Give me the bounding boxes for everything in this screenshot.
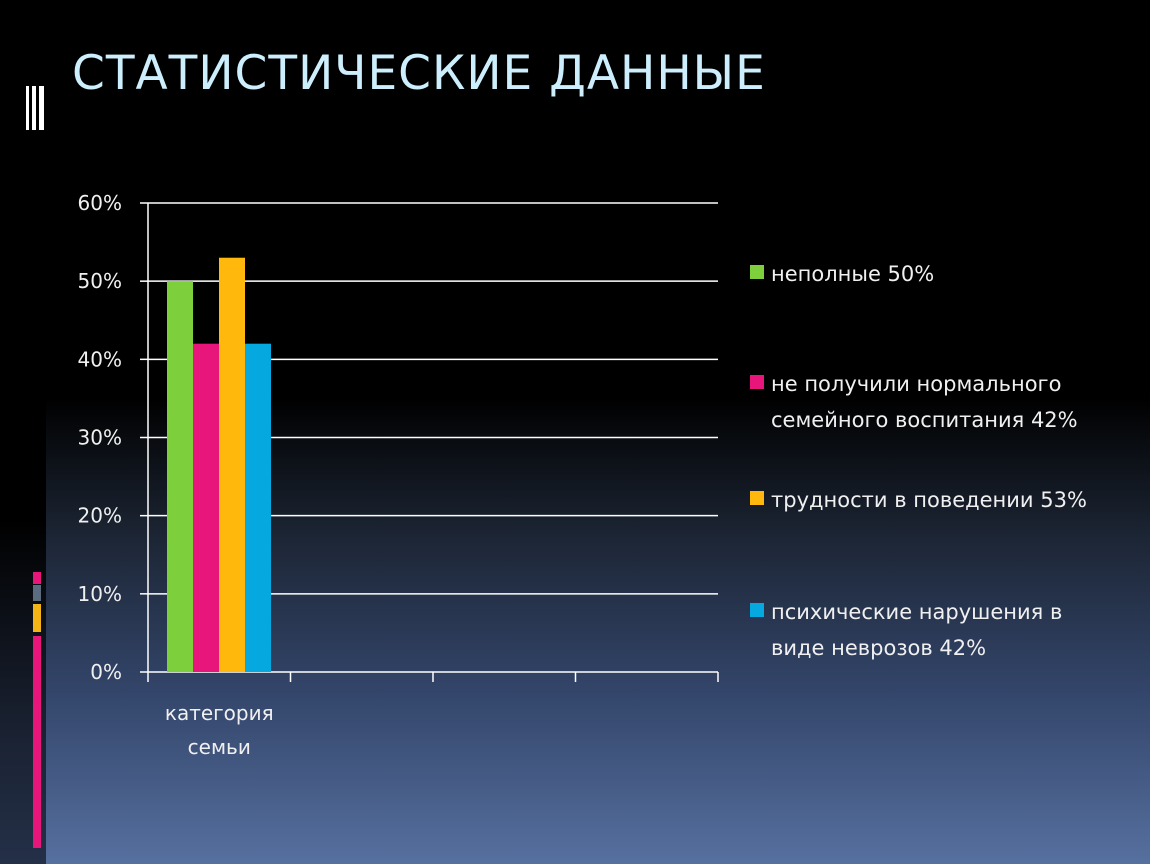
y-tick-label-0: 0% [90,660,122,684]
x-category-label-1: семьи [188,735,251,759]
slide-title: СТАТИСТИЧЕСКИЕ ДАННЫЕ [72,46,766,101]
y-tick-label-6: 60% [78,191,122,215]
bar-1 [167,281,193,672]
deco-block-pink [33,572,41,584]
legend-label-2: не получили нормального семейного воспит… [771,372,1078,432]
left-decoration-strip [0,0,46,864]
legend-swatch-3 [750,491,764,505]
legend-item-2: не получили нормального семейного воспит… [750,366,1101,438]
y-tick-label-3: 30% [78,426,122,450]
y-tick-label-5: 50% [78,269,122,293]
legend-label-1: неполные 50% [771,262,935,286]
bar-3 [219,257,245,672]
y-tick-label-1: 10% [78,582,122,606]
x-category-label-0: категория [165,701,274,725]
legend-swatch-4 [750,603,764,617]
legend-label-3: трудности в поведении 53% [771,488,1087,512]
y-tick-label-4: 40% [78,347,122,371]
legend-label-4: психические нарушения в виде неврозов 42… [771,600,1063,660]
legend-swatch-1 [750,265,764,279]
bar-4 [245,343,271,672]
legend-item-3: трудности в поведении 53% [750,482,1101,518]
legend-item-4: психические нарушения в виде неврозов 42… [750,594,1101,666]
y-tick-label-2: 20% [78,504,122,528]
deco-block-gold [33,604,41,632]
legend-swatch-2 [750,375,764,389]
deco-block-gray [33,585,41,601]
deco-block-white-3 [39,86,44,130]
legend-item-1: неполные 50% [750,256,1101,292]
deco-block-white-2 [32,86,36,130]
deco-block-pink-long [33,636,41,848]
bar-2 [193,343,219,672]
deco-block-white [26,86,29,130]
